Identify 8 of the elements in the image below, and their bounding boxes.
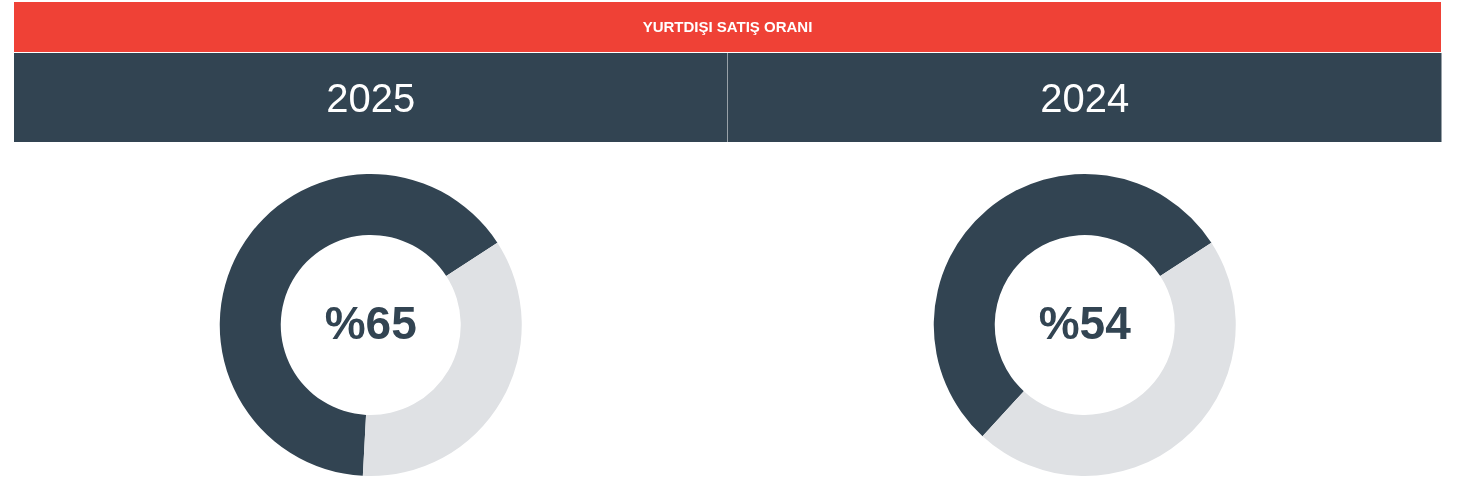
data-label: %65 bbox=[324, 297, 417, 349]
donut-slice bbox=[982, 242, 1236, 476]
text: YURTDIŞI SATIŞ ORANI bbox=[642, 18, 813, 35]
donut-slice bbox=[933, 174, 1212, 437]
donut-slice bbox=[219, 174, 498, 476]
chart-title: 2025 bbox=[326, 76, 416, 120]
data-label: %54 bbox=[1038, 297, 1132, 349]
chart-title: 2024 bbox=[1040, 76, 1130, 120]
